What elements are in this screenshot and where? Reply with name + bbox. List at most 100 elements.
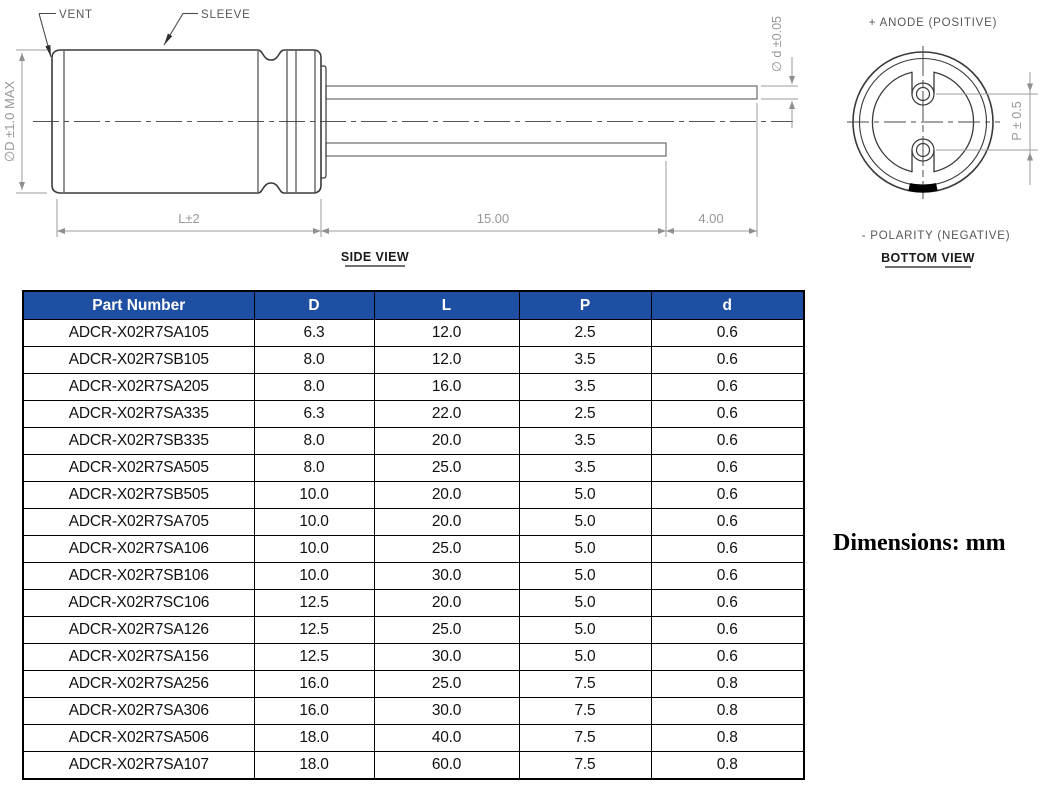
side-view-caption: SIDE VIEW [341,250,409,264]
dimension-value-cell: 2.5 [518,400,652,428]
body-ring-lines [63,51,316,192]
dimension-value-cell: 0.6 [650,427,805,455]
dimension-value-cell: 20.0 [373,508,520,536]
table-row: ADCR-X02R7SA705 10.0 20.0 5.0 0.6 [22,508,805,536]
part-number-cell: ADCR-X02R7SA156 [22,643,255,671]
dimension-value-cell: 0.6 [650,562,805,590]
dimension-value-cell: 22.0 [373,400,520,428]
dimension-value-cell: 25.0 [373,454,520,482]
part-number-cell: ADCR-X02R7SB105 [22,346,255,374]
dimension-value-cell: 12.5 [253,643,375,671]
seal-step [321,65,327,179]
vent-label: VENT [59,9,93,21]
dimension-value-cell: 8.0 [253,454,375,482]
part-number-cell: ADCR-X02R7SB335 [22,427,255,455]
table-row: ADCR-X02R7SA256 16.0 25.0 7.5 0.8 [22,670,805,698]
part-number-cell: ADCR-X02R7SA126 [22,616,255,644]
dimension-value-cell: 5.0 [518,481,652,509]
part-number-cell: ADCR-X02R7SA335 [22,400,255,428]
part-number-cell: ADCR-X02R7SC106 [22,589,255,617]
diameter-dim-label: ∅D ±1.0 MAX [2,81,17,163]
dimension-value-cell: 0.6 [650,589,805,617]
dimension-value-cell: 3.5 [518,427,652,455]
dimension-value-cell: 0.8 [650,724,805,752]
table-row: ADCR-X02R7SB105 8.0 12.0 3.5 0.6 [22,346,805,374]
dimension-value-cell: 7.5 [518,751,652,780]
capacitor-body-outline [51,49,322,194]
dimension-value-cell: 12.5 [253,616,375,644]
pitch-dimension [936,72,1038,185]
dimension-value-cell: 2.5 [518,319,652,347]
part-number-cell: ADCR-X02R7SB505 [22,481,255,509]
dimension-value-cell: 7.5 [518,670,652,698]
dimension-value-cell: 40.0 [373,724,520,752]
dimension-value-cell: 8.0 [253,346,375,374]
table-row: ADCR-X02R7SA505 8.0 25.0 3.5 0.6 [22,454,805,482]
dimension-value-cell: 10.0 [253,481,375,509]
dimension-value-cell: 5.0 [518,562,652,590]
header-l-length: L [373,290,520,320]
dimension-value-cell: 5.0 [518,589,652,617]
dimension-value-cell: 0.6 [650,535,805,563]
anode-label: + ANODE (POSITIVE) [869,17,997,29]
dimension-value-cell: 7.5 [518,697,652,725]
table-row: ADCR-X02R7SA126 12.5 25.0 5.0 0.6 [22,616,805,644]
part-number-cell: ADCR-X02R7SA107 [22,751,255,780]
part-number-cell: ADCR-X02R7SA105 [22,319,255,347]
part-number-cell: ADCR-X02R7SB106 [22,562,255,590]
dimension-value-cell: 20.0 [373,589,520,617]
dimension-value-cell: 3.5 [518,346,652,374]
dimension-value-cell: 7.5 [518,724,652,752]
bottom-view-caption: BOTTOM VIEW [881,251,975,265]
table-row: ADCR-X02R7SA156 12.5 30.0 5.0 0.6 [22,643,805,671]
polarity-label: - POLARITY (NEGATIVE) [862,230,1011,242]
lead-tip-dim-label: 4.00 [698,211,723,226]
dimension-value-cell: 30.0 [373,697,520,725]
dimension-value-cell: 0.8 [650,751,805,780]
header-part-number: Part Number [22,290,255,320]
part-number-cell: ADCR-X02R7SA205 [22,373,255,401]
part-number-cell: ADCR-X02R7SA705 [22,508,255,536]
dimension-value-cell: 20.0 [373,481,520,509]
table-row: ADCR-X02R7SB335 8.0 20.0 3.5 0.6 [22,427,805,455]
table-row: ADCR-X02R7SA105 6.3 12.0 2.5 0.6 [22,319,805,347]
dimension-value-cell: 0.6 [650,400,805,428]
sleeve-leader [163,12,198,46]
dimension-value-cell: 0.6 [650,481,805,509]
table-header-row: Part Number D L P d [22,290,805,320]
lead-diameter-dimension [761,57,798,128]
dimension-value-cell: 25.0 [373,535,520,563]
header-d-lead: d [650,290,805,320]
part-number-cell: ADCR-X02R7SA106 [22,535,255,563]
dimension-value-cell: 30.0 [373,643,520,671]
dimension-value-cell: 0.8 [650,697,805,725]
dimension-value-cell: 0.6 [650,616,805,644]
polarity-mark [908,183,938,193]
dimension-value-cell: 18.0 [253,751,375,780]
technical-drawing: VENT SLEEVE ∅D ±1.0 MAX [2,9,1038,268]
dimension-value-cell: 10.0 [253,508,375,536]
dimension-value-cell: 16.0 [373,373,520,401]
dimension-value-cell: 16.0 [253,670,375,698]
table-row: ADCR-X02R7SA106 10.0 25.0 5.0 0.6 [22,535,805,563]
table-row: ADCR-X02R7SA306 16.0 30.0 7.5 0.8 [22,697,805,725]
dimension-value-cell: 12.0 [373,346,520,374]
dimension-value-cell: 0.6 [650,454,805,482]
dimension-value-cell: 12.0 [373,319,520,347]
table-row: ADCR-X02R7SA205 8.0 16.0 3.5 0.6 [22,373,805,401]
dimension-value-cell: 5.0 [518,616,652,644]
sleeve-label: SLEEVE [201,9,251,21]
dimension-value-cell: 10.0 [253,535,375,563]
dimension-value-cell: 0.6 [650,508,805,536]
bottom-view-drawing: P ± 0.5 + ANODE (POSITIVE) - POLARITY (N… [847,17,1038,268]
table-row: ADCR-X02R7SB106 10.0 30.0 5.0 0.6 [22,562,805,590]
dimension-value-cell: 16.0 [253,697,375,725]
dimension-value-cell: 0.6 [650,373,805,401]
units-note: Dimensions: mm [833,530,1006,556]
part-number-cell: ADCR-X02R7SA505 [22,454,255,482]
lead-diameter-dim-label: ∅ d ±0.05 [770,16,784,72]
dimension-value-cell: 8.0 [253,373,375,401]
header-p-pitch: P [518,290,652,320]
dimension-value-cell: 10.0 [253,562,375,590]
